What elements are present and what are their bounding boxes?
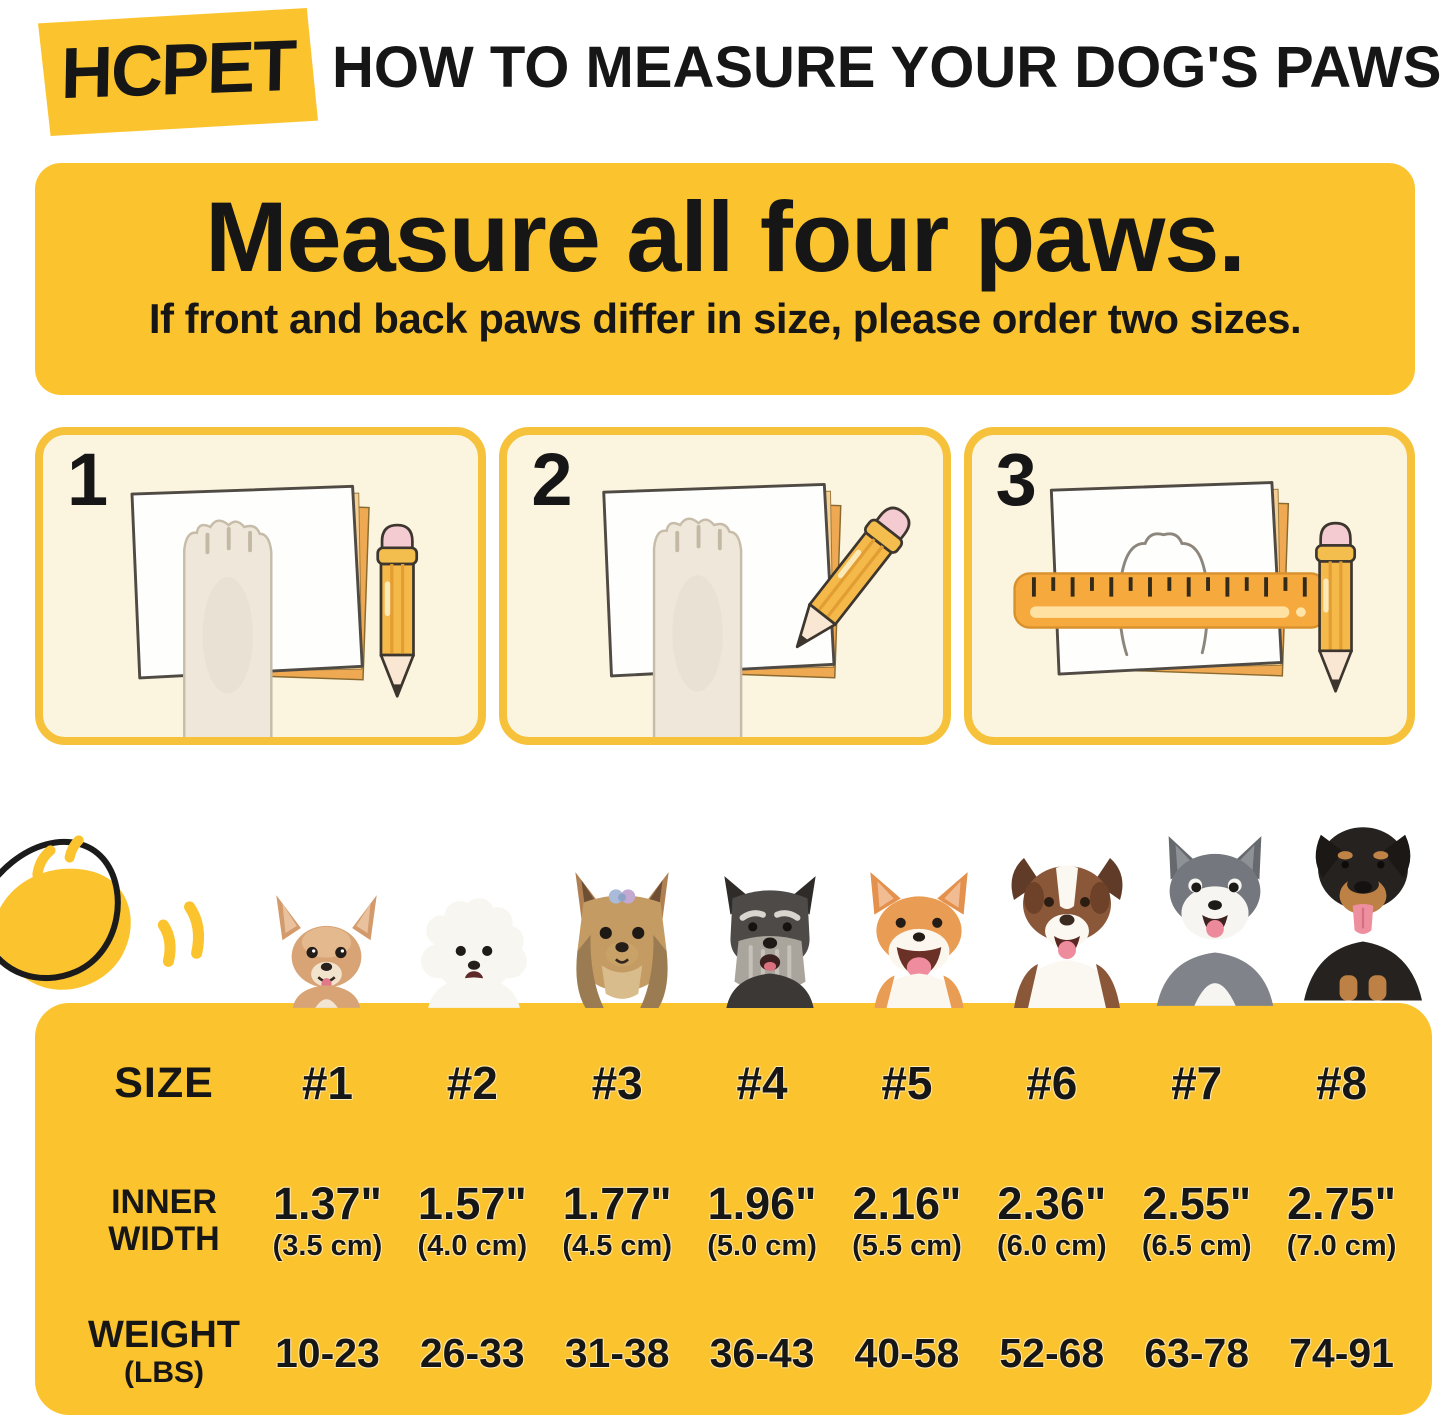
size-value: #2 bbox=[446, 1057, 498, 1109]
inner-width-value: 1.96" (5.0 cm) bbox=[707, 1177, 817, 1263]
inner-width-row-label: INNER WIDTH bbox=[108, 1183, 220, 1258]
steps-row: 1 2 3 bbox=[35, 427, 1415, 745]
dog-photo-chihuahua bbox=[252, 893, 400, 1008]
size-value: #5 bbox=[881, 1057, 933, 1109]
inner-width-value: 2.16" (5.5 cm) bbox=[852, 1177, 962, 1263]
weight-value: 74-91 bbox=[1289, 1329, 1394, 1376]
size-value: #6 bbox=[1026, 1057, 1078, 1109]
size-value: #1 bbox=[301, 1057, 354, 1109]
dog-photo-yorkshire-terrier bbox=[548, 866, 696, 1008]
dog-photo-miniature-schnauzer bbox=[696, 868, 844, 1008]
swoosh-doodle bbox=[0, 835, 205, 990]
page-title: HOW TO MEASURE YOUR DOG'S PAWS bbox=[332, 35, 1442, 100]
dog-photo-alaskan-malamute bbox=[1141, 828, 1289, 1008]
inner-width-value: 2.55" (6.5 cm) bbox=[1141, 1177, 1252, 1263]
step-3-ruler-measure-illustration bbox=[1012, 481, 1356, 693]
measure-banner: Measure all four paws. If front and back… bbox=[35, 163, 1415, 395]
step-3-card: 3 bbox=[963, 427, 1415, 745]
inner-width-value: 2.75" (7.0 cm) bbox=[1286, 1177, 1397, 1263]
inner-width-value: 1.37" (3.5 cm) bbox=[272, 1177, 383, 1263]
step-3-number: 3 bbox=[995, 438, 1037, 521]
step-1-paw-on-paper-illustration bbox=[130, 484, 419, 737]
dog-photo-bichon-frise bbox=[400, 898, 548, 1008]
weight-value: 31-38 bbox=[564, 1329, 670, 1376]
banner-subheadline: If front and back paws differ in size, p… bbox=[148, 294, 1302, 342]
step-2-card: 2 bbox=[499, 427, 951, 745]
size-row: SIZE #1 #2 #3 #4 #5 #6 #7 #8 bbox=[73, 1017, 1414, 1149]
weight-value: 36-43 bbox=[709, 1329, 815, 1376]
brand-logo: HCPET bbox=[38, 8, 318, 136]
step-2-trace-paw-illustration bbox=[602, 482, 920, 737]
inner-width-row: INNER WIDTH 1.37" (3.5 cm) 1.57" (4.0 cm… bbox=[73, 1149, 1414, 1293]
step-2-number: 2 bbox=[531, 438, 573, 521]
weight-value: 40-58 bbox=[854, 1329, 960, 1376]
dog-photo-shiba-inu bbox=[845, 868, 993, 1008]
inner-width-value: 1.57" (4.0 cm) bbox=[417, 1177, 528, 1263]
weight-value: 26-33 bbox=[419, 1329, 525, 1376]
size-value: #8 bbox=[1315, 1057, 1368, 1109]
inner-width-value: 2.36" (6.0 cm) bbox=[997, 1177, 1107, 1263]
weight-value: 10-23 bbox=[275, 1329, 380, 1376]
size-value: #4 bbox=[736, 1057, 788, 1109]
dog-lineup bbox=[252, 788, 1437, 1008]
weight-row-label: WEIGHT (LBS) bbox=[88, 1314, 240, 1389]
size-chart: SIZE #1 #2 #3 #4 #5 #6 #7 #8 INNER WIDTH… bbox=[35, 1003, 1432, 1415]
size-value: #3 bbox=[591, 1057, 643, 1109]
brand-logo-text: HCPET bbox=[60, 25, 296, 115]
weight-value: 52-68 bbox=[999, 1329, 1105, 1376]
banner-headline: Measure all four paws. bbox=[205, 181, 1246, 292]
size-row-label: SIZE bbox=[114, 1058, 214, 1107]
step-1-card: 1 bbox=[35, 427, 487, 745]
dog-photo-rottweiler bbox=[1289, 801, 1437, 1008]
weight-row: WEIGHT (LBS) 10-23 26-33 31-38 36-43 40-… bbox=[73, 1293, 1414, 1413]
size-value: #7 bbox=[1171, 1057, 1223, 1109]
weight-value: 63-78 bbox=[1144, 1329, 1250, 1376]
step-1-number: 1 bbox=[67, 438, 109, 521]
dog-photo-australian-shepherd bbox=[993, 846, 1141, 1008]
inner-width-value: 1.77" (4.5 cm) bbox=[562, 1177, 672, 1263]
